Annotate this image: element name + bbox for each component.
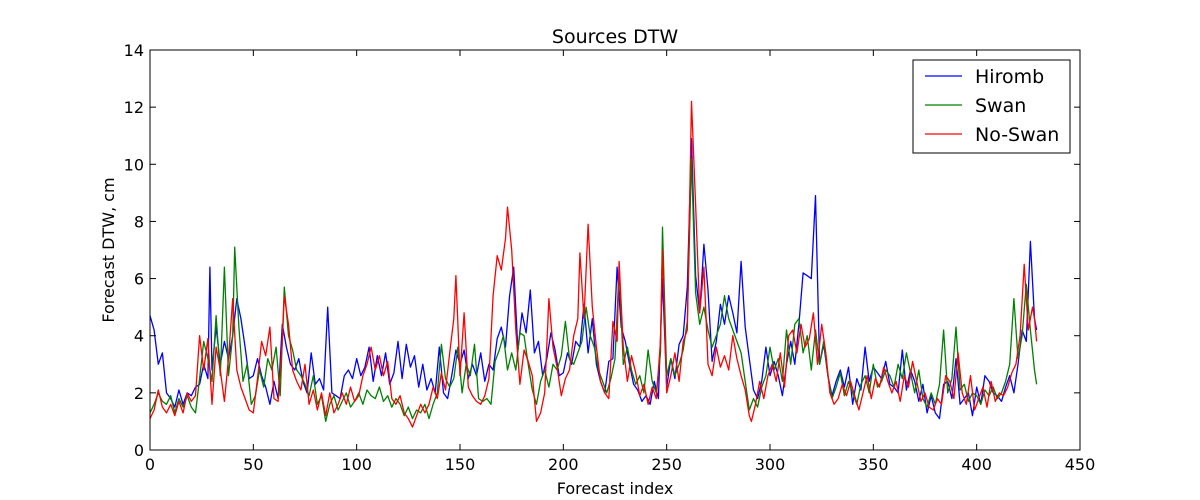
axis-ticks: 0 50 100 150 200 250 300 350 400 450 0 2 4 6 8 10 12 14 [124, 41, 1096, 474]
x-axis-label: Forecast index [557, 479, 674, 498]
plot-frame [149, 49, 1081, 451]
x-tick-label: 50 [243, 455, 263, 474]
x-tick-label: 100 [341, 455, 372, 474]
y-tick-label: 10 [124, 155, 144, 174]
chart-title: Sources DTW [552, 26, 678, 48]
x-tick-label: 0 [145, 455, 155, 474]
y-tick-label: 0 [134, 441, 144, 460]
x-tick-label: 200 [548, 455, 579, 474]
series-line-hiromb [149, 137, 1038, 420]
y-tick-label: 6 [134, 270, 144, 289]
x-tick-label: 250 [651, 455, 682, 474]
legend-label-swan: Swan [975, 95, 1026, 117]
x-tick-label: 450 [1065, 455, 1096, 474]
legend-label-hiromb: Hiromb [975, 66, 1044, 88]
y-tick-label: 12 [124, 98, 144, 117]
y-tick-label: 2 [134, 384, 144, 403]
y-tick-label: 4 [134, 327, 144, 346]
y-tick-label: 8 [134, 212, 144, 231]
series-line-no-swan [149, 100, 1038, 428]
legend: Hiromb Swan No-Swan [912, 59, 1071, 154]
series-line-swan [149, 157, 1038, 423]
y-tick-label: 14 [124, 41, 144, 60]
legend-label-no-swan: No-Swan [975, 124, 1059, 146]
x-tick-label: 400 [961, 455, 992, 474]
y-axis-label: Forecast DTW, cm [99, 177, 118, 322]
series-layer [149, 100, 1038, 428]
x-tick-label: 150 [445, 455, 476, 474]
x-tick-label: 300 [755, 455, 786, 474]
x-tick-label: 350 [858, 455, 889, 474]
